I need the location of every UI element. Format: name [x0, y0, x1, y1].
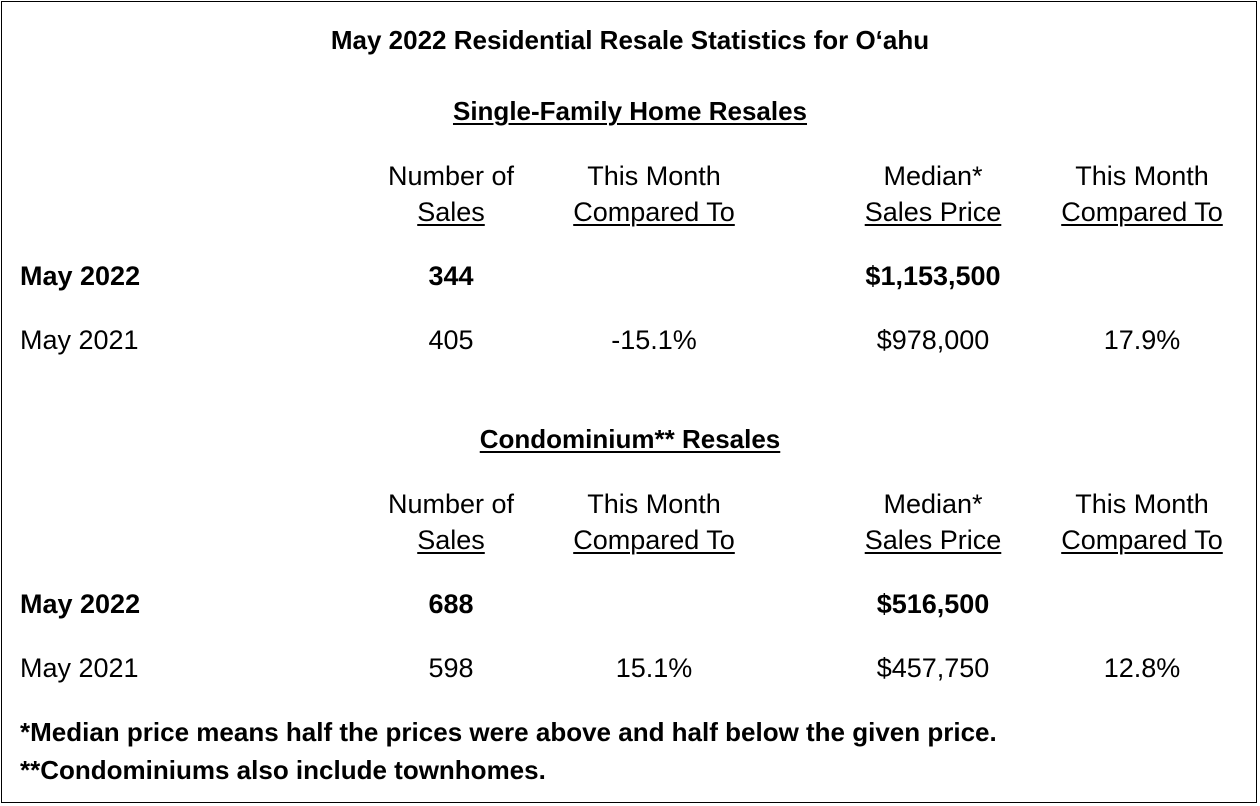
col-header-compare-line1: This Month [587, 161, 721, 191]
col-header-compare-line2: Compared To [573, 197, 735, 227]
col-header-median-line1: Median* [883, 489, 983, 519]
row-median: $516,500 [876, 589, 990, 619]
col-header-median-line2: Sales Price [864, 197, 1002, 227]
col-header-median-line2: Sales Price [864, 525, 1002, 555]
row-median-change: 12.8% [1103, 653, 1181, 683]
col-header-median-line1: Median* [883, 161, 983, 191]
row-sales: 344 [428, 261, 474, 291]
row-median: $457,750 [876, 653, 990, 683]
row-sales: 405 [428, 325, 474, 355]
row-period: May 2022 [20, 261, 141, 291]
col-header-median-compare-line2: Compared To [1061, 197, 1223, 227]
col-header-compare-line2: Compared To [573, 525, 735, 555]
row-sales-change: -15.1% [611, 325, 697, 355]
row-sales: 598 [428, 653, 474, 683]
page-title: May 2022 Residential Resale Statistics f… [330, 25, 930, 55]
row-period: May 2021 [20, 325, 139, 355]
row-median-change: 17.9% [1103, 325, 1181, 355]
col-header-sales-line1: Number of [387, 161, 515, 191]
row-sales: 688 [428, 589, 474, 619]
row-period: May 2022 [20, 589, 141, 619]
row-median: $1,153,500 [865, 261, 1001, 291]
col-header-median-compare-line1: This Month [1075, 489, 1209, 519]
footnote-condominiums: **Condominiums also include townhomes. [20, 755, 546, 785]
col-header-median-compare-line2: Compared To [1061, 525, 1223, 555]
section-heading-single-family: Single-Family Home Resales [452, 96, 808, 126]
row-median: $978,000 [876, 325, 990, 355]
col-header-median-compare-line1: This Month [1075, 161, 1209, 191]
col-header-sales-line1: Number of [387, 489, 515, 519]
col-header-sales-line2: Sales [417, 197, 485, 227]
col-header-sales-line2: Sales [417, 525, 485, 555]
footnote-median: *Median price means half the prices were… [20, 717, 997, 747]
row-sales-change: 15.1% [615, 653, 693, 683]
col-header-compare-line1: This Month [587, 489, 721, 519]
section-heading-condominium: Condominium** Resales [479, 424, 781, 454]
row-period: May 2021 [20, 653, 139, 683]
